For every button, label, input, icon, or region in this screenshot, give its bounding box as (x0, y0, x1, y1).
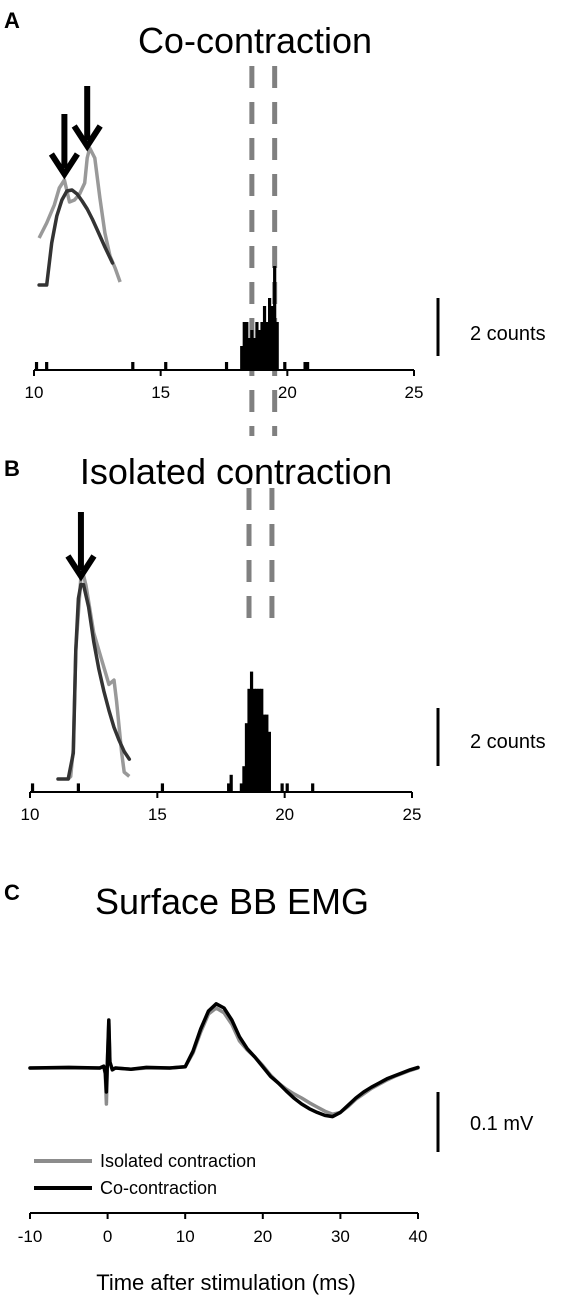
panel-a-gray-trace (37, 146, 122, 283)
panel-b-bar (249, 671, 254, 792)
panel-a-scale-bar-label: 2 counts (470, 323, 546, 345)
panel-a-bar (257, 330, 262, 370)
panel-a-bar (303, 362, 307, 370)
panel-b-tick-label: 20 (275, 805, 294, 824)
panel-a-arrow-head-1 (71, 124, 103, 152)
panel-c-tick-label: 0 (103, 1227, 112, 1246)
panel-c-tick-label: 30 (331, 1227, 350, 1246)
panel-c-tick-label: -10 (18, 1227, 43, 1246)
panel-a-bar (268, 298, 272, 370)
panel-b-bar (280, 783, 284, 792)
panel-a-tick-labels: 10 15 20 25 (25, 383, 424, 402)
panel-b-bar (255, 688, 259, 792)
panel-b-bar (30, 783, 35, 792)
panel-b-title: Isolated contraction (80, 451, 392, 492)
panel-c-title: Surface BB EMG (95, 881, 369, 922)
panel-b-bar (311, 783, 315, 792)
panel-a-bar (262, 306, 267, 370)
panel-b-bar (252, 688, 256, 792)
panel-c-tick-label: 10 (176, 1227, 195, 1246)
panel-a-arrow-head-0 (48, 152, 80, 180)
panel-b-bar (76, 783, 80, 792)
panel-c: C Surface BB EMG -10 0 10 20 30 40 0.1 mV Iso… (4, 880, 534, 1295)
panel-c-letter: C (4, 880, 20, 905)
panel-a-traces (37, 146, 122, 287)
panel-a-bar (45, 362, 49, 370)
panel-a-tick-label: 25 (405, 383, 424, 402)
panel-b-bar (260, 688, 264, 792)
panel-a-fit-trace (37, 188, 115, 287)
panel-a-title: Co-contraction (138, 20, 372, 61)
panel-a-histogram (34, 266, 310, 370)
panel-a-x-axis (33, 369, 415, 376)
panel-b-scale-bar-label: 2 counts (470, 731, 546, 753)
panel-a-bar (250, 330, 254, 370)
panel-a-bar (34, 362, 39, 370)
panel-c-series-cocontraction (28, 1002, 420, 1119)
panel-a-bar (252, 338, 256, 370)
panel-b-bar (229, 774, 233, 792)
panel-b-arrow-head-0 (65, 554, 97, 582)
panel-b-bar (160, 783, 165, 792)
panel-a-bar (247, 338, 251, 370)
panel-c-emg-traces (28, 1002, 420, 1119)
panel-b-tick-label: 15 (148, 805, 167, 824)
panel-b-tick-label: 25 (403, 805, 422, 824)
panel-a-bar (240, 346, 244, 370)
panel-a-bar (260, 322, 264, 370)
panel-b-letter: B (4, 456, 20, 481)
panel-a-tick-label: 20 (278, 383, 297, 402)
panel-a-bar (131, 362, 135, 370)
panel-a-bar (255, 322, 259, 370)
panel-b-traces (56, 573, 132, 781)
panel-a-bar (245, 322, 249, 370)
panel-b-bar (239, 783, 243, 792)
panel-c-tick-labels: -10 0 10 20 30 40 (18, 1227, 428, 1246)
panel-a-letter: A (4, 8, 20, 33)
panel-c-tick-label: 20 (253, 1227, 272, 1246)
panel-b-histogram (30, 671, 315, 792)
panel-a-bar (164, 362, 168, 370)
panel-a-bar (273, 266, 277, 370)
panel-c-legend: Isolated contraction Co-contraction (34, 1151, 256, 1198)
panel-c-tick-label: 40 (409, 1227, 428, 1246)
panel-a-bar (265, 322, 269, 370)
panel-a-tick-label: 15 (151, 383, 170, 402)
panel-b-bar (267, 731, 271, 792)
panel-a-arrows (48, 86, 103, 180)
panel-a-tick-label: 10 (25, 383, 44, 402)
panel-b-bar (247, 688, 251, 792)
panel-b-bar (257, 688, 261, 792)
legend-label-cocontraction: Co-contraction (100, 1178, 217, 1198)
panel-a-dashed-lines (249, 66, 278, 436)
panel-b-dashed-lines (246, 488, 275, 630)
panel-b-bar (242, 766, 246, 792)
panel-c-series-isolated (28, 1006, 420, 1116)
legend-label-isolated: Isolated contraction (100, 1151, 256, 1171)
panel-b-bar (227, 783, 231, 792)
panel-a-bar (275, 322, 279, 370)
panel-b-bar (285, 783, 289, 792)
panel-b-tick-label: 10 (21, 805, 40, 824)
panel-b-arrows (65, 512, 97, 582)
panel-c-scale-bar-label: 0.1 mV (470, 1113, 534, 1135)
panel-c-x-axis (29, 1212, 419, 1219)
panel-a: A Co-contraction 10 15 20 25 2 counts (4, 8, 546, 436)
panel-b-bar (265, 714, 269, 792)
panel-b-bar (244, 723, 249, 792)
panel-a-bar (224, 362, 229, 370)
panel-b: B Isolated contraction 10 15 20 25 2 counts (4, 451, 546, 824)
panel-b-fit-trace (56, 582, 132, 781)
panel-a-bar (283, 362, 287, 370)
panel-a-bar (270, 306, 274, 370)
panel-b-tick-labels: 10 15 20 25 (21, 805, 422, 824)
panel-a-bar (306, 362, 310, 370)
panel-b-bar (262, 714, 266, 792)
panel-b-x-axis (29, 791, 413, 798)
panel-c-x-axis-label: Time after stimulation (ms) (96, 1270, 356, 1295)
panel-a-bar (242, 322, 246, 370)
